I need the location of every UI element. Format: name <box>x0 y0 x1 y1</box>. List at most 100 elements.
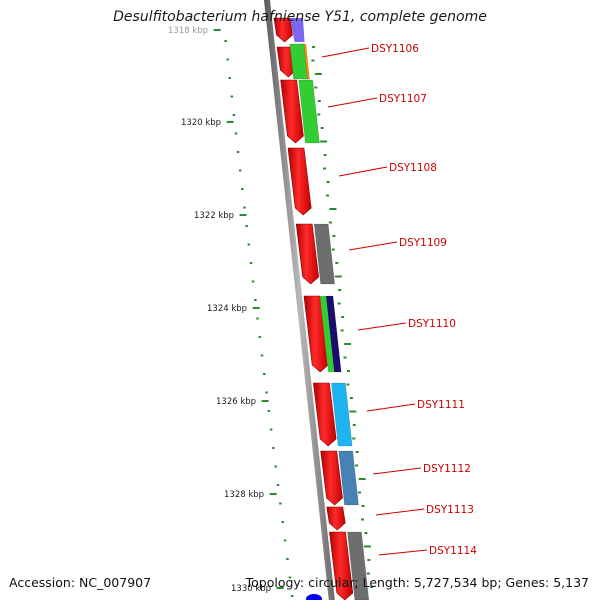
gc-tick <box>341 316 345 318</box>
gc-tick <box>320 127 324 129</box>
gc-tick <box>267 410 271 412</box>
cog-block <box>313 223 335 285</box>
gc-tick <box>366 572 370 575</box>
scale-label: 1330 kbp <box>231 584 271 594</box>
accession-text: Accession: NC_007907 <box>9 575 152 590</box>
gene-label-leader <box>372 467 422 475</box>
gc-tick <box>243 206 246 209</box>
gc-tick <box>363 545 371 548</box>
gc-tick <box>258 336 262 338</box>
forward-gene-arrow <box>320 450 343 506</box>
gc-tick <box>343 356 347 359</box>
gene-track <box>273 17 354 601</box>
gc-tick <box>355 451 359 453</box>
scale-label: 1324 kbp <box>207 304 247 314</box>
gene-label: DSY1114 <box>429 545 477 557</box>
gc-tick <box>317 113 321 116</box>
gene-label: DSY1110 <box>408 318 456 330</box>
forward-gene-arrow <box>326 506 346 531</box>
cog-track <box>289 18 370 604</box>
gene-label: DSY1113 <box>426 504 474 516</box>
scale-tick <box>261 400 269 402</box>
gene-label-leader <box>327 97 378 108</box>
gc-tick <box>358 491 362 494</box>
gc-tick <box>263 373 266 375</box>
gc-tick <box>272 447 275 449</box>
gc-tick <box>323 154 327 156</box>
gene-label-leader <box>378 549 428 556</box>
gc-tick <box>290 595 294 597</box>
scale-label: 1328 kbp <box>224 490 264 500</box>
gc-tick <box>260 354 264 357</box>
scale-tick <box>213 29 221 31</box>
gc-tick <box>314 86 318 89</box>
gene-label-leader <box>321 47 370 58</box>
cog-block <box>306 594 322 604</box>
gc-tick <box>314 73 322 75</box>
forward-gene-arrow <box>313 382 337 447</box>
gc-tick <box>274 465 277 468</box>
gene-label: DSY1109 <box>399 237 447 249</box>
forward-gene-arrow <box>280 79 304 144</box>
gc-tick <box>335 262 339 264</box>
gene-label-leader <box>375 508 425 516</box>
scale-tick <box>269 493 277 495</box>
gc-tick <box>360 518 364 521</box>
forward-gene-arrow <box>287 147 312 216</box>
cog-block <box>298 79 320 144</box>
gc-tick <box>337 302 341 305</box>
gene-label: DSY1112 <box>423 463 471 475</box>
gc-tick <box>323 167 327 170</box>
gc-tick <box>269 428 273 431</box>
genome-summary-text: Topology: circular; Length: 5,727,534 bp… <box>245 575 589 590</box>
gc-tick <box>276 484 280 486</box>
gc-tick <box>311 46 315 48</box>
gc-tick <box>251 280 255 283</box>
gc-tick <box>338 289 342 291</box>
scale-tick <box>226 121 234 123</box>
forward-gene-arrow <box>295 223 319 285</box>
gc-tick <box>238 169 242 172</box>
scale-label: 1326 kbp <box>216 397 256 407</box>
gene-label-leader <box>338 166 388 177</box>
gc-tick <box>361 505 365 507</box>
gc-tick <box>311 59 315 62</box>
cog-block <box>289 43 308 80</box>
gc-tick <box>346 370 350 372</box>
gc-tick <box>256 317 259 320</box>
gc-tick <box>320 140 328 143</box>
gc-tick <box>236 151 240 153</box>
gc-tick <box>340 329 344 332</box>
gc-tick <box>226 58 229 61</box>
gc-tick <box>234 132 238 135</box>
gene-label-leader <box>366 403 416 412</box>
gc-tick <box>334 275 342 278</box>
gc-tick <box>228 77 231 79</box>
gc-tick <box>346 383 350 386</box>
cog-block <box>289 18 305 42</box>
gc-tick <box>332 235 336 237</box>
gc-tick <box>349 410 357 413</box>
cog-block <box>331 382 353 447</box>
gc-skew-ticks <box>224 40 374 597</box>
gc-tick <box>317 100 321 102</box>
gene-label-leader <box>348 241 398 251</box>
gc-tick <box>224 40 227 42</box>
gc-tick <box>254 299 257 301</box>
gene-label: DSY1111 <box>417 399 465 411</box>
genome-backbone <box>264 0 335 600</box>
gc-tick <box>283 539 287 542</box>
gc-tick <box>245 225 248 227</box>
map-title: Desulfitobacterium hafniense Y51, comple… <box>113 9 487 25</box>
backbone-line <box>264 0 335 600</box>
gc-tick <box>326 181 330 183</box>
gc-tick <box>249 262 253 264</box>
gene-label: DSY1107 <box>379 93 427 105</box>
gc-tick <box>329 208 337 210</box>
scale-tick <box>239 214 247 216</box>
gc-tick <box>344 343 352 345</box>
gc-tick <box>328 221 332 224</box>
gene-label-leader <box>357 322 407 331</box>
